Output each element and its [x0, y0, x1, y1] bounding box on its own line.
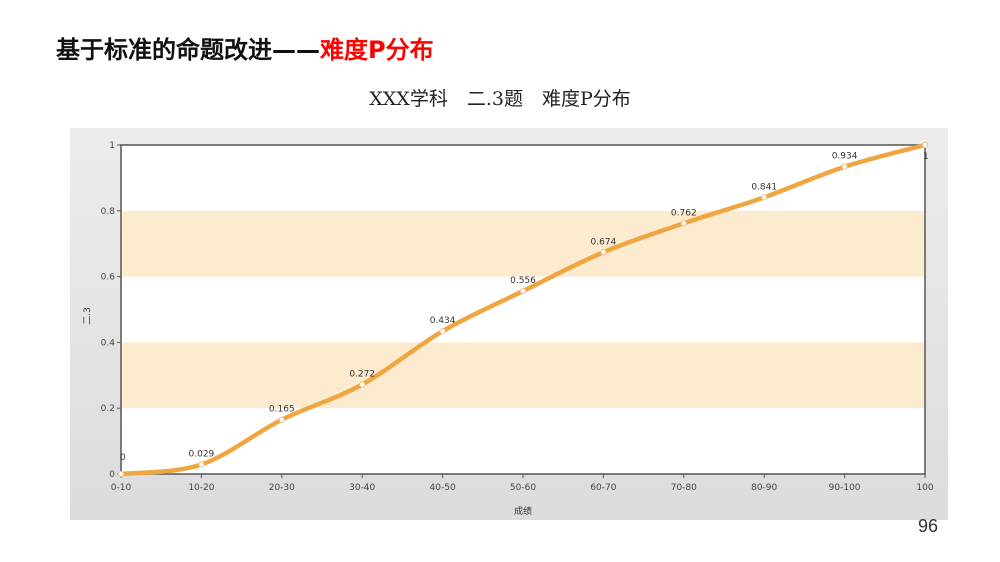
x-tick-label: 50-60	[510, 483, 536, 493]
data-point	[519, 287, 527, 295]
y-tick-label: 0.4	[101, 338, 116, 348]
data-label: 0.434	[430, 316, 456, 326]
data-point	[359, 381, 366, 388]
data-point	[680, 220, 687, 227]
x-tick-label: 90-100	[829, 483, 861, 493]
data-point	[761, 194, 768, 201]
x-tick-label: 70-80	[671, 483, 697, 493]
data-label: 0.841	[751, 182, 777, 192]
data-point	[198, 461, 205, 468]
data-label: 0	[120, 453, 126, 463]
grid-band	[121, 342, 925, 409]
x-tick-label: 0-10	[111, 483, 132, 493]
data-label: 0.165	[269, 405, 295, 415]
grid-band	[121, 210, 925, 277]
data-label: 0.674	[591, 237, 617, 247]
data-point	[278, 416, 285, 423]
chart-title: XXX学科 二.3题 难度P分布	[369, 88, 631, 110]
x-tick-label: 10-20	[188, 483, 214, 493]
y-tick-label: 0.6	[101, 273, 116, 283]
data-label: 0.934	[832, 152, 858, 162]
y-axis-title: 二.3	[83, 307, 93, 325]
x-tick-label: 20-30	[269, 483, 295, 493]
x-tick-label: 60-70	[590, 483, 616, 493]
x-tick-label: 30-40	[349, 483, 375, 493]
data-point	[841, 163, 848, 170]
x-tick-label: 100	[916, 483, 933, 493]
data-label: 0.029	[189, 449, 215, 459]
x-tick-label: 80-90	[751, 483, 777, 493]
data-point	[117, 470, 125, 478]
chart-panel: 0 0.2 0.4 0.6 0.8 1 0-10 10-20 20-30 30-40 40-50 5…	[70, 128, 948, 520]
page-number: 96	[918, 516, 939, 536]
plot-area	[121, 145, 925, 474]
x-tick-label: 40-50	[430, 483, 456, 493]
data-point	[921, 141, 929, 149]
data-label: 0.556	[510, 276, 536, 286]
y-tick-label: 0.2	[101, 404, 115, 414]
x-axis-title: 成绩	[514, 505, 532, 517]
data-label: 0.762	[671, 208, 697, 218]
y-tick-label: 0	[109, 470, 115, 480]
data-label: 1	[923, 152, 929, 162]
slide-title-accent: 难度P分布	[320, 36, 434, 64]
y-tick-label: 1	[109, 141, 115, 151]
slide-title: 基于标准的命题改进——难度P分布	[56, 30, 434, 65]
data-point	[439, 328, 446, 335]
slide-title-main: 基于标准的命题改进——	[56, 36, 320, 64]
y-tick-label: 0.8	[101, 207, 116, 217]
line-chart: 0 0.2 0.4 0.6 0.8 1 0-10 10-20 20-30 30-40 40-50 5…	[70, 128, 948, 520]
data-point	[600, 249, 607, 256]
data-label: 0.272	[349, 370, 375, 380]
plot-frame	[120, 144, 926, 475]
